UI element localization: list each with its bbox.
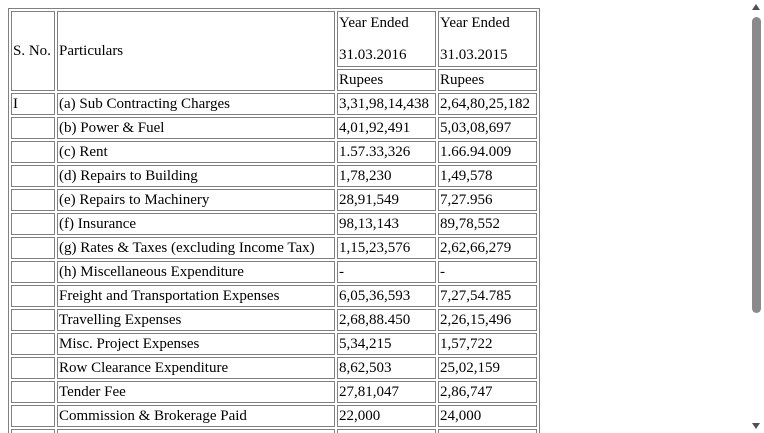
- row-particular: Commission & Brokerage Paid: [57, 405, 335, 427]
- table-row: Row Clearance Expenditure 8,62,503 25,02,1…: [11, 357, 537, 379]
- row-particular: Misc. Project Expenses: [57, 333, 335, 355]
- expenses-table: S. No. Particulars Year Ended 31.03.2016 …: [8, 8, 540, 433]
- header-row: S. No. Particulars Year Ended 31.03.2016 …: [11, 11, 537, 91]
- row-particular: (d) Repairs to Building: [57, 165, 335, 187]
- row-value-2016: 8,62,503: [337, 357, 436, 379]
- table-row: I (a) Sub Contracting Charges 3,31,98,14,4…: [11, 93, 537, 115]
- row-particular: (c) Rent: [57, 141, 335, 163]
- row-particular: (g) Rates & Taxes (excluding Income Tax): [57, 237, 335, 259]
- row-value-2015: 2,62,66,279: [438, 237, 537, 259]
- row-value-2015: 25,02,159: [438, 357, 537, 379]
- row-value-2015: 1,57,722: [438, 333, 537, 355]
- row-sno: [11, 309, 55, 331]
- table-row: (f) Insurance 98,13,143 89,78,552: [11, 213, 537, 235]
- chevron-up-icon[interactable]: [752, 4, 760, 10]
- header-year-2016-date: 31.03.2016: [339, 47, 407, 63]
- table-row: (b) Power & Fuel 4,01,92,491 5,03,08,697: [11, 117, 537, 139]
- row-particular: (h) Miscellaneous Expenditure: [57, 261, 335, 283]
- row-value-2016: 2,68,88.450: [337, 309, 436, 331]
- row-value-2016: [337, 429, 436, 433]
- row-value-2015: 5,03,08,697: [438, 117, 537, 139]
- row-value-2015: 2,26,15,496: [438, 309, 537, 331]
- table-row: (h) Miscellaneous Expenditure - -: [11, 261, 537, 283]
- table-row: (g) Rates & Taxes (excluding Income Tax)…: [11, 237, 537, 259]
- row-sno: [11, 405, 55, 427]
- chevron-down-icon[interactable]: [752, 423, 760, 429]
- row-particular: (f) Insurance: [57, 213, 335, 235]
- row-value-2016: 1,15,23,576: [337, 237, 436, 259]
- row-value-2016: -: [337, 261, 436, 283]
- row-value-2015: 24,000: [438, 405, 537, 427]
- row-value-2016: 5,34,215: [337, 333, 436, 355]
- row-value-2016: 1.57.33,326: [337, 141, 436, 163]
- row-sno: [11, 429, 55, 433]
- row-value-2015: 1.66.94.009: [438, 141, 537, 163]
- row-value-2016: 22,000: [337, 405, 436, 427]
- table-row: Misc. Project Expenses 5,34,215 1,57,722: [11, 333, 537, 355]
- unit-2016: Rupees: [337, 69, 436, 91]
- unit-row: Rupees Rupees: [11, 69, 537, 91]
- row-value-2015: 2,64,80,25,182: [438, 93, 537, 115]
- row-value-2016: 27,81,047: [337, 381, 436, 403]
- table-row: Tender Fee 27,81,047 2,86,747: [11, 381, 537, 403]
- row-sno: I: [11, 93, 55, 115]
- row-value-2015: 7,27.956: [438, 189, 537, 211]
- row-sno: [11, 261, 55, 283]
- row-particular: [57, 429, 335, 433]
- row-particular: (b) Power & Fuel: [57, 117, 335, 139]
- vertical-scrollbar[interactable]: [749, 0, 764, 433]
- row-sno: [11, 237, 55, 259]
- row-sno: [11, 357, 55, 379]
- table-row: (d) Repairs to Building 1,78,230 1,49,578: [11, 165, 537, 187]
- table-row: (e) Repairs to Machinery 28,91,549 7,27.95…: [11, 189, 537, 211]
- table-row: Travelling Expenses 2,68,88.450 2,26,15,49…: [11, 309, 537, 331]
- row-value-2015: 7,27,54.785: [438, 285, 537, 307]
- scroll-thumb[interactable]: [752, 17, 761, 313]
- table-row: Freight and Transportation Expenses 6,05,…: [11, 285, 537, 307]
- header-year-2016-label: Year Ended: [339, 15, 409, 31]
- row-particular: (e) Repairs to Machinery: [57, 189, 335, 211]
- row-particular: Travelling Expenses: [57, 309, 335, 331]
- row-value-2016: 6,05,36,593: [337, 285, 436, 307]
- row-sno: [11, 189, 55, 211]
- row-sno: [11, 381, 55, 403]
- row-particular: Row Clearance Expenditure: [57, 357, 335, 379]
- row-sno: [11, 117, 55, 139]
- header-particulars: Particulars: [57, 11, 335, 91]
- row-value-2016: 28,91,549: [337, 189, 436, 211]
- row-value-2016: 4,01,92,491: [337, 117, 436, 139]
- row-value-2015: 89,78,552: [438, 213, 537, 235]
- header-year-2015-label: Year Ended: [440, 15, 510, 31]
- table-row: Commission & Brokerage Paid 22,000 24,000: [11, 405, 537, 427]
- row-value-2015: -: [438, 261, 537, 283]
- header-year-2015: Year Ended 31.03.2015: [438, 11, 537, 67]
- unit-2015: Rupees: [438, 69, 537, 91]
- row-particular: Freight and Transportation Expenses: [57, 285, 335, 307]
- row-sno: [11, 165, 55, 187]
- row-sno: [11, 141, 55, 163]
- row-value-2015: 1,49,578: [438, 165, 537, 187]
- row-particular: Tender Fee: [57, 381, 335, 403]
- row-value-2016: 1,78,230: [337, 165, 436, 187]
- header-year-2015-date: 31.03.2015: [440, 47, 508, 63]
- row-value-2015: [438, 429, 537, 433]
- header-sno: S. No.: [11, 11, 55, 91]
- row-value-2016: 3,31,98,14,438: [337, 93, 436, 115]
- table-row: [11, 429, 537, 433]
- row-particular: (a) Sub Contracting Charges: [57, 93, 335, 115]
- row-sno: [11, 213, 55, 235]
- row-sno: [11, 333, 55, 355]
- table-row: (c) Rent 1.57.33,326 1.66.94.009: [11, 141, 537, 163]
- header-year-2016: Year Ended 31.03.2016: [337, 11, 436, 67]
- row-sno: [11, 285, 55, 307]
- row-value-2016: 98,13,143: [337, 213, 436, 235]
- row-value-2015: 2,86,747: [438, 381, 537, 403]
